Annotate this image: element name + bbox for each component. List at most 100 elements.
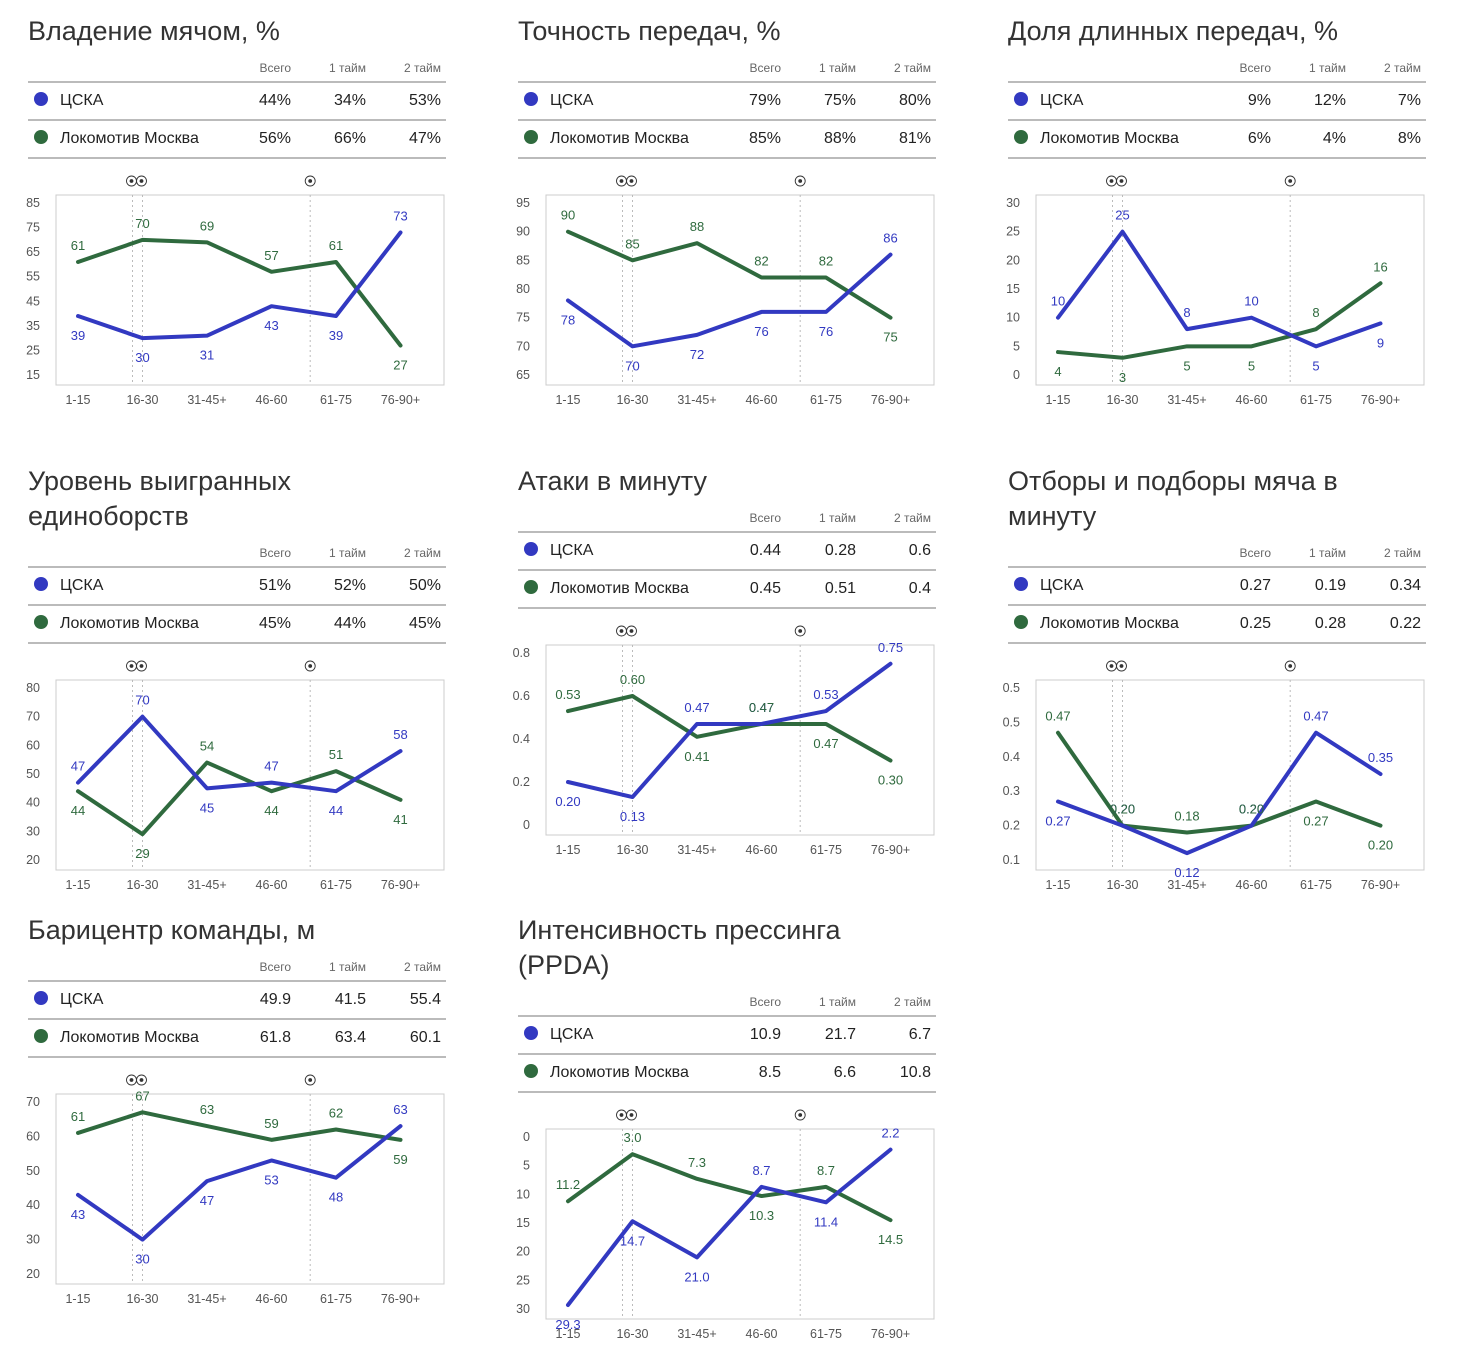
value-h2: 47% xyxy=(371,120,446,159)
y-tick-label: 70 xyxy=(26,710,40,724)
col-header-total: Всего xyxy=(231,55,296,83)
data-label: 27 xyxy=(393,358,407,373)
soccer-ball-icon xyxy=(126,175,137,187)
data-label: 0.13 xyxy=(620,809,645,824)
x-tick-label: 1-15 xyxy=(1045,878,1070,892)
table-row: ЦСКА 0.27 0.19 0.34 xyxy=(1008,567,1426,606)
y-tick-label: 30 xyxy=(26,1233,40,1247)
x-tick-label: 61-75 xyxy=(810,843,842,857)
value-h2: 50% xyxy=(371,567,446,606)
data-label: 58 xyxy=(393,727,407,742)
x-tick-label: 46-60 xyxy=(746,1327,778,1341)
ball-patch xyxy=(1109,664,1114,668)
x-tick-label: 61-75 xyxy=(810,393,842,407)
soccer-ball-icon xyxy=(1116,660,1127,672)
y-tick-label: 30 xyxy=(516,1302,530,1316)
value-h2: 0.22 xyxy=(1351,605,1426,644)
ball-patch xyxy=(1288,664,1293,668)
col-header-h2: 2 тайм xyxy=(371,55,446,83)
stats-table: Всего 1 тайм 2 тайм ЦСКА 0.44 0.28 0.6 Локомо… xyxy=(518,505,936,609)
y-tick-label: 5 xyxy=(1013,339,1020,353)
data-label: 8.7 xyxy=(752,1163,770,1178)
data-label: 0.20 xyxy=(1110,802,1135,817)
y-tick-label: 20 xyxy=(26,853,40,867)
x-tick-label: 76-90+ xyxy=(871,393,910,407)
team-color-dot xyxy=(1014,615,1028,629)
line-chart: 0.5 0.5 0.4 0.3 0.2 0.1 1-15 16-30 31-45+ 46-60 61… xyxy=(1003,660,1425,892)
data-label: 0.20 xyxy=(1239,802,1264,817)
data-label: 7.3 xyxy=(688,1155,706,1170)
data-label: 0.41 xyxy=(684,749,709,764)
x-tick-label: 31-45+ xyxy=(677,393,716,407)
x-tick-label: 1-15 xyxy=(65,393,90,407)
x-tick-label: 46-60 xyxy=(1236,393,1268,407)
x-tick-label: 61-75 xyxy=(810,1327,842,1341)
series-line xyxy=(566,1147,893,1307)
x-tick-label: 31-45+ xyxy=(187,393,226,407)
soccer-ball-icon xyxy=(1106,175,1117,187)
data-label: 63 xyxy=(200,1102,214,1117)
ball-patch xyxy=(129,664,134,668)
y-tick-label: 0.3 xyxy=(1003,784,1020,798)
value-h1: 34% xyxy=(296,82,371,121)
value-h1: 75% xyxy=(786,82,861,121)
team-color-dot xyxy=(34,130,48,144)
table-row: ЦСКА 44% 34% 53% xyxy=(28,82,446,121)
team-name: Локомотив Москва xyxy=(60,615,199,632)
col-header-h2: 2 тайм xyxy=(1351,540,1426,568)
soccer-ball-icon xyxy=(126,1074,137,1086)
data-label: 54 xyxy=(200,739,214,754)
y-tick-label: 0.4 xyxy=(1003,750,1020,764)
data-label: 0.47 xyxy=(1045,709,1070,724)
x-tick-label: 1-15 xyxy=(65,1292,90,1306)
y-tick-label: 80 xyxy=(26,681,40,695)
data-label: 0.27 xyxy=(1303,814,1328,829)
team-name: Локомотив Москва xyxy=(60,1029,199,1046)
data-label: 41 xyxy=(393,812,407,827)
x-tick-label: 61-75 xyxy=(1300,393,1332,407)
data-label: 2.2 xyxy=(881,1126,899,1141)
value-h2: 0.4 xyxy=(861,570,936,609)
team-color-dot xyxy=(524,542,538,556)
team-color-dot xyxy=(524,580,538,594)
panel-title: Уровень выигранных единоборств xyxy=(28,466,291,531)
data-label: 88 xyxy=(690,219,704,234)
panel-title: Отборы и подборы мяча в минуту xyxy=(1008,466,1338,531)
value-h1: 66% xyxy=(296,120,371,159)
data-label: 85 xyxy=(625,236,639,251)
y-tick-label: 70 xyxy=(516,339,530,353)
value-h2: 10.8 xyxy=(861,1054,936,1093)
panel-title: Доля длинных передач, % xyxy=(1008,16,1339,46)
stats-table: Всего 1 тайм 2 тайм ЦСКА 44% 34% 53% Локомоти… xyxy=(28,55,446,159)
x-tick-label: 76-90+ xyxy=(381,393,420,407)
data-label: 62 xyxy=(329,1106,343,1121)
series-line xyxy=(566,229,893,320)
line-chart: 0.80.60.40.201-15 16-30 31-45+ 46-60 61-75 76… xyxy=(513,625,935,857)
x-tick-label: 1-15 xyxy=(555,393,580,407)
team-name: ЦСКА xyxy=(1040,577,1084,594)
team-name: ЦСКА xyxy=(60,577,104,594)
x-tick-label: 61-75 xyxy=(320,393,352,407)
y-tick-label: 0 xyxy=(1013,368,1020,382)
x-tick-label: 31-45+ xyxy=(1167,393,1206,407)
table-row: ЦСКА 79% 75% 80% xyxy=(518,82,936,121)
data-label: 0.75 xyxy=(878,640,903,655)
data-label: 30 xyxy=(135,1252,149,1267)
value-h1: 0.28 xyxy=(1276,605,1351,644)
col-header-total: Всего xyxy=(721,55,786,83)
y-tick-label: 35 xyxy=(26,319,40,333)
data-label: 72 xyxy=(690,347,704,362)
col-header-h1: 1 тайм xyxy=(786,55,861,83)
table-row: Локомотив Москва 8.5 6.6 10.8 xyxy=(518,1054,936,1093)
data-label: 48 xyxy=(329,1190,343,1205)
value-h1: 41.5 xyxy=(296,981,371,1020)
data-label: 0.35 xyxy=(1368,750,1393,765)
data-label: 76 xyxy=(819,324,833,339)
x-tick-label: 16-30 xyxy=(617,393,649,407)
data-label: 43 xyxy=(264,318,278,333)
team-color-dot xyxy=(34,1029,48,1043)
data-label: 14.5 xyxy=(878,1232,903,1247)
col-header-h1: 1 тайм xyxy=(1276,55,1351,83)
col-header-h1: 1 тайм xyxy=(296,55,371,83)
data-label: 3.0 xyxy=(623,1130,641,1145)
